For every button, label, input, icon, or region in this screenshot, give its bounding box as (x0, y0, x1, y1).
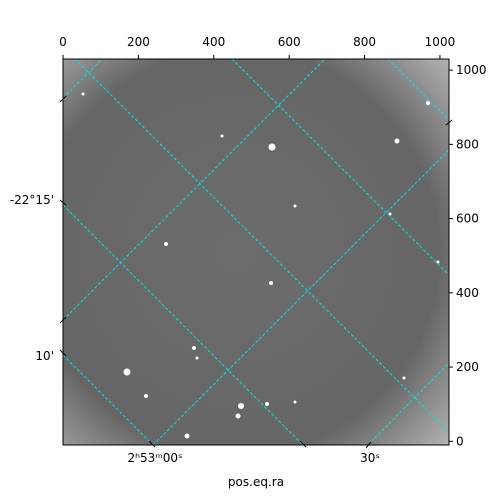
y-tick-label: 200 (456, 360, 479, 374)
x-tick-label: 600 (278, 35, 301, 49)
dec-tick-label: -22°15' (10, 193, 54, 207)
plot-frame (62, 58, 450, 446)
y-tick-label: 400 (456, 286, 479, 300)
x-tick-label: 1000 (425, 35, 456, 49)
x-axis-label: pos.eq.ra (228, 475, 284, 489)
x-tick-label: 200 (127, 35, 150, 49)
ra-tick-label: 30ˢ (360, 451, 380, 465)
y-tick-label: 600 (456, 212, 479, 226)
ra-tick-label: 2ʰ53ᵐ00ˢ (128, 451, 183, 465)
y-tick-label: 800 (456, 137, 479, 151)
y-tick-label: 1000 (456, 63, 487, 77)
sky-image (63, 59, 449, 445)
y-tick-label: 0 (456, 434, 464, 448)
coordinate-grid (62, 58, 450, 446)
dec-tick-label: 10' (35, 349, 54, 363)
x-tick-label: 800 (353, 35, 376, 49)
x-tick-label: 0 (59, 35, 67, 49)
wcs-ticks (59, 95, 453, 449)
x-tick-label: 400 (202, 35, 225, 49)
